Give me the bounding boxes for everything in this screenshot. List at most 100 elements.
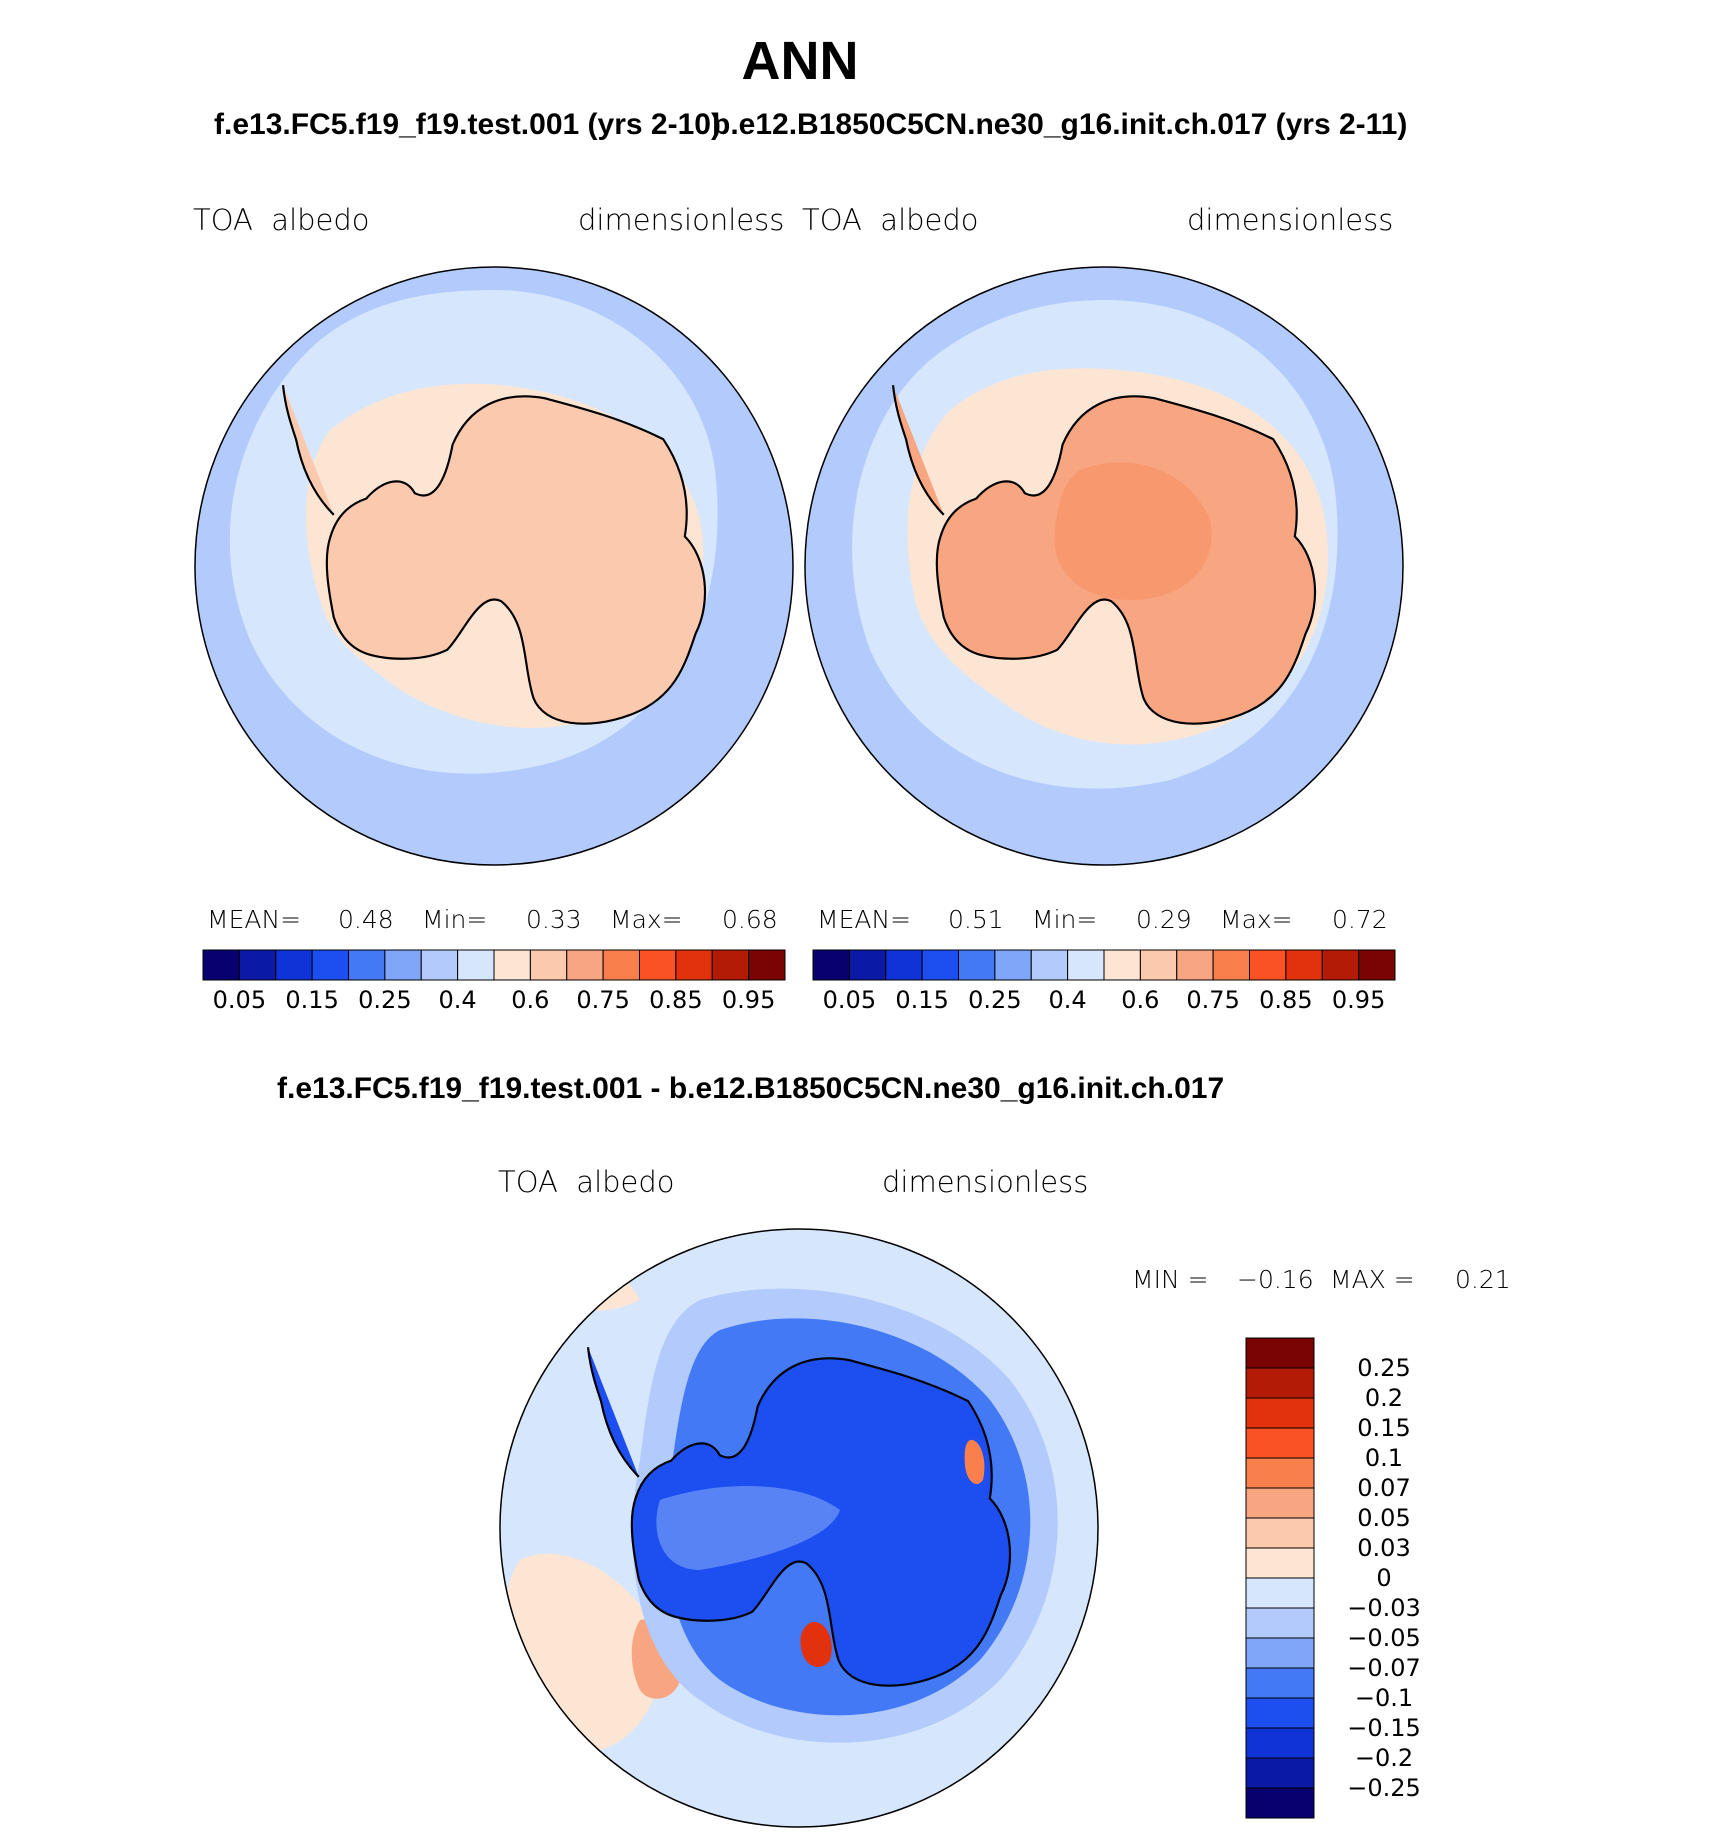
diff-colorbar-tick-label: −0.07 <box>1347 1654 1421 1682</box>
diff-colorbar: 0.250.20.150.10.070.050.030−0.03−0.05−0.… <box>1245 1337 1421 1819</box>
diff-colorbar-tick-label: −0.25 <box>1347 1774 1421 1802</box>
panel1-colorbar-swatch <box>748 949 786 981</box>
diff-max-label: MAX = <box>1330 1265 1415 1294</box>
panel2-units: dimensionless <box>1187 203 1394 237</box>
diff-min-label: MIN = <box>1132 1265 1209 1294</box>
panel1-colorbar-swatch <box>675 949 713 981</box>
panel2-colorbar-swatch <box>885 949 923 981</box>
panel1-colorbar-tick-label: 0.95 <box>722 986 775 1014</box>
panel2-colorbar-tick-label: 0.75 <box>1186 986 1239 1014</box>
diff-colorbar-swatch <box>1245 1427 1315 1459</box>
panel2-colorbar-tick-label: 0.05 <box>823 986 876 1014</box>
diff-colorbar-tick-label: 0 <box>1376 1564 1391 1592</box>
panel2-variable: TOA albedo <box>802 203 979 237</box>
panel2-map-border <box>804 266 1404 866</box>
header-right-case: b.e12.B1850C5CN.ne30_g16.init.ch.017 (yr… <box>712 108 1408 141</box>
panel2-colorbar: 0.05 0.15 0.25 0.4 0.6 0.75 0.85 0.95 <box>812 949 1396 1014</box>
panel2-colorbar-swatch <box>1103 949 1141 981</box>
diff-red-spot <box>800 1621 832 1667</box>
panel2-colorbar-swatch <box>1358 949 1396 981</box>
panel2-colorbar-tick-label: 0.6 <box>1121 986 1159 1014</box>
diff-colorbar-swatch <box>1245 1697 1315 1729</box>
panel1-colorbar-swatch <box>202 949 240 981</box>
panel1-colorbar-swatch <box>384 949 422 981</box>
diff-colorbar-swatch <box>1245 1487 1315 1519</box>
panel1-min-label: Min= <box>422 905 488 934</box>
panel1-mean-label: MEAN= <box>207 905 302 934</box>
panel2-colorbar-swatch <box>1212 949 1250 981</box>
panel1-colorbar-swatch <box>348 949 386 981</box>
diff-colorbar-tick-label: 0.03 <box>1357 1534 1410 1562</box>
panel1-colorbar-swatch <box>420 949 459 981</box>
diff-colorbar-swatch <box>1245 1577 1315 1609</box>
diff-colorbar-swatch <box>1245 1397 1315 1429</box>
panel2-colorbar-swatch <box>1139 949 1178 981</box>
panel1-colorbar-swatch <box>602 949 640 981</box>
diff-colorbar-swatch <box>1245 1367 1315 1399</box>
panel1-colorbar-swatch <box>457 949 495 981</box>
diff-colorbar-swatch <box>1245 1667 1315 1699</box>
diff-colorbar-swatch <box>1245 1637 1315 1669</box>
panel1-colorbar-swatch <box>566 949 604 981</box>
diff-map-border <box>499 1228 1099 1828</box>
panel1-min-value: 0.33 <box>526 905 582 934</box>
panel1-colorbar: 0.05 0.15 0.25 0.4 0.6 0.75 0.85 0.95 <box>202 949 786 1014</box>
panel2-colorbar-swatch <box>921 949 959 981</box>
panel2-colorbar-swatch <box>1285 949 1323 981</box>
diff-colorbar-tick-label: 0.07 <box>1357 1474 1410 1502</box>
diff-variable: TOA albedo <box>498 1165 675 1199</box>
diff-min-value: −0.16 <box>1237 1265 1314 1294</box>
diff-positive-patch-north <box>520 1247 640 1311</box>
panel1-colorbar-tick-label: 0.85 <box>649 986 702 1014</box>
panel2-mean-label: MEAN= <box>817 905 912 934</box>
panel2-colorbar-swatch <box>1030 949 1069 981</box>
diff-colorbar-tick-label: 0.15 <box>1357 1414 1410 1442</box>
diff-colorbar-swatch <box>1245 1727 1315 1759</box>
panel1-max-label: Max= <box>610 905 683 934</box>
diff-colorbar-swatch <box>1245 1547 1315 1579</box>
panel2-mean-value: 0.51 <box>948 905 1004 934</box>
panel1-colorbar-tick-label: 0.6 <box>511 986 549 1014</box>
panel1-colorbar-tick-label: 0.4 <box>439 986 477 1014</box>
diff-lightened-interior <box>656 1486 840 1570</box>
panel1-colorbar-swatch <box>639 949 677 981</box>
panel1-colorbar-swatch <box>493 949 531 981</box>
panel2-colorbar-tick-label: 0.25 <box>968 986 1021 1014</box>
diff-colorbar-swatch <box>1245 1517 1315 1549</box>
panel2-max-label: Max= <box>1220 905 1293 934</box>
diff-colorbar-tick-label: 0.2 <box>1365 1384 1403 1412</box>
diff-colorbar-tick-label: 0.25 <box>1357 1354 1410 1382</box>
panel1-colorbar-tick-label: 0.05 <box>213 986 266 1014</box>
diff-colorbar-tick-label: −0.03 <box>1347 1594 1421 1622</box>
diff-map <box>499 1228 1099 1828</box>
panel2-colorbar-tick-label: 0.15 <box>895 986 948 1014</box>
panel1-colorbar-tick-label: 0.25 <box>358 986 411 1014</box>
panel2-colorbar-swatch <box>1321 949 1360 981</box>
panel1-max-value: 0.68 <box>722 905 778 934</box>
diff-colorbar-tick-label: 0.1 <box>1365 1444 1403 1472</box>
panel1-units: dimensionless <box>578 203 785 237</box>
panel2-colorbar-tick-label: 0.85 <box>1259 986 1312 1014</box>
diff-max-value: 0.21 <box>1455 1265 1511 1294</box>
panel2-colorbar-swatch <box>812 949 850 981</box>
panel1-mean-value: 0.48 <box>338 905 394 934</box>
panel2-colorbar-swatch <box>848 949 887 981</box>
diff-red-spot-east <box>964 1439 985 1485</box>
panel1-colorbar-swatch <box>711 949 750 981</box>
panel2-min-value: 0.29 <box>1136 905 1192 934</box>
panel2-colorbar-tick-label: 0.4 <box>1049 986 1087 1014</box>
diff-colorbar-tick-label: 0.05 <box>1357 1504 1410 1532</box>
diff-title: f.e13.FC5.f19_f19.test.001 - b.e12.B1850… <box>277 1072 1225 1105</box>
panel2-colorbar-swatch <box>1176 949 1214 981</box>
panel1-variable: TOA albedo <box>193 203 370 237</box>
panel1-colorbar-swatch <box>238 949 277 981</box>
diff-colorbar-swatch <box>1245 1607 1315 1639</box>
panel2-colorbar-swatch <box>1249 949 1287 981</box>
panel1-colorbar-tick-label: 0.75 <box>576 986 629 1014</box>
diff-colorbar-swatch <box>1245 1757 1315 1789</box>
diff-colorbar-swatch <box>1245 1457 1315 1489</box>
panel1-colorbar-tick-label: 0.15 <box>285 986 338 1014</box>
panel1-colorbar-swatch <box>529 949 568 981</box>
panel2-colorbar-swatch <box>1067 949 1105 981</box>
